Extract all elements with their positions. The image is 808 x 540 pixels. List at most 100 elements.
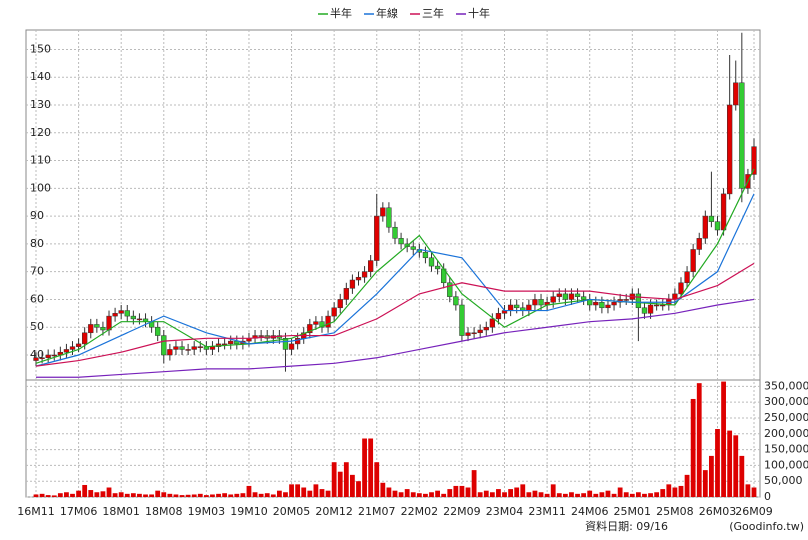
candle-body bbox=[428, 257, 435, 267]
volume-bar bbox=[642, 493, 647, 497]
x-tick-label: 22M02 bbox=[401, 505, 439, 518]
volume-bar bbox=[301, 487, 307, 497]
volume-bar bbox=[410, 492, 416, 497]
volume-bar bbox=[526, 492, 532, 497]
candle-body bbox=[33, 357, 39, 361]
volume-bar bbox=[64, 492, 69, 497]
candle-body bbox=[447, 282, 453, 297]
volume-bar bbox=[532, 490, 538, 497]
volume-bar bbox=[94, 492, 100, 497]
volume-bar bbox=[556, 493, 562, 497]
y-tick-label: 140 bbox=[30, 70, 51, 83]
candle-body bbox=[556, 293, 562, 297]
volume-bar bbox=[100, 491, 106, 497]
y-tick-label: 80 bbox=[30, 237, 44, 250]
candle-body bbox=[45, 354, 51, 359]
volume-bar bbox=[356, 481, 361, 497]
candle-body bbox=[696, 238, 702, 250]
plot-frame bbox=[25, 29, 761, 498]
volume-bar bbox=[660, 489, 666, 497]
candle-body bbox=[51, 354, 57, 357]
candle-body bbox=[532, 299, 538, 306]
volume-bar bbox=[629, 493, 635, 497]
candle-body bbox=[708, 215, 715, 222]
candle-body bbox=[155, 326, 161, 336]
volume-bar bbox=[106, 487, 112, 497]
source: (Goodinfo.tw) bbox=[729, 520, 804, 533]
y-tick-label: 110 bbox=[30, 154, 51, 167]
candle-body bbox=[562, 293, 569, 300]
volume-bar bbox=[216, 493, 221, 497]
candle-body bbox=[185, 349, 191, 351]
volume-bar bbox=[264, 493, 270, 497]
candle-body bbox=[368, 260, 374, 272]
candle-body bbox=[538, 299, 544, 306]
candle-body bbox=[197, 346, 203, 348]
volume-bar bbox=[429, 492, 434, 497]
ma-line bbox=[35, 193, 755, 367]
x-tick-label: 22M09 bbox=[443, 505, 481, 518]
y-tick-label: 50 bbox=[30, 320, 44, 333]
candle-body bbox=[471, 332, 477, 335]
volume-bar bbox=[173, 494, 179, 497]
volume-bar bbox=[331, 462, 337, 497]
candle-body bbox=[495, 313, 502, 320]
candle-body bbox=[702, 215, 708, 239]
candle-body bbox=[635, 293, 642, 309]
candle-body bbox=[751, 146, 757, 175]
volume-bar bbox=[325, 490, 331, 497]
x-tick-label: 24M06 bbox=[571, 505, 609, 518]
volume-bar bbox=[185, 494, 191, 497]
x-tick-label: 25M01 bbox=[614, 505, 652, 518]
candle-body bbox=[118, 310, 124, 314]
volume-bar bbox=[88, 490, 94, 497]
legend-label: 年線 bbox=[376, 6, 398, 20]
x-tick-label: 21M07 bbox=[358, 505, 396, 518]
volume-bar bbox=[240, 493, 246, 497]
candle-body bbox=[507, 304, 514, 311]
volume-bar bbox=[350, 474, 355, 497]
volume-bar bbox=[690, 398, 696, 497]
candle-body bbox=[714, 221, 721, 231]
volume-bar bbox=[197, 493, 203, 497]
volume-bar bbox=[295, 484, 301, 497]
candle-body bbox=[167, 349, 173, 356]
candle-body bbox=[690, 249, 696, 272]
volume-bar bbox=[435, 490, 440, 497]
volume-bar bbox=[575, 493, 580, 497]
volume-bar bbox=[684, 474, 690, 497]
legend-label: 三年 bbox=[422, 6, 444, 20]
candle-body bbox=[398, 238, 404, 245]
x-tick-label: 17M06 bbox=[60, 505, 98, 518]
candle-body bbox=[593, 301, 599, 306]
volume-bar bbox=[672, 487, 678, 497]
candle-body bbox=[337, 299, 343, 309]
y2-tick-label: 50,000 bbox=[764, 474, 803, 487]
x-tick-label: 23M04 bbox=[486, 505, 524, 518]
candle-body bbox=[580, 296, 587, 300]
candle-body bbox=[374, 215, 380, 261]
volume-bar bbox=[167, 493, 173, 497]
volume-bar bbox=[483, 490, 489, 497]
x-tick-label: 19M03 bbox=[188, 505, 226, 518]
candle-body bbox=[386, 207, 392, 228]
candle-body bbox=[179, 346, 185, 350]
volume-bar bbox=[709, 455, 714, 497]
candle-body bbox=[653, 304, 660, 307]
volume-bar bbox=[380, 482, 386, 497]
candle-body bbox=[191, 346, 197, 350]
volume-bar bbox=[502, 492, 507, 497]
volume-bar bbox=[76, 490, 81, 497]
volume-bar bbox=[130, 493, 136, 497]
candle-body bbox=[660, 304, 666, 307]
volume-bar bbox=[465, 487, 471, 497]
y-tick-label: 90 bbox=[30, 209, 44, 222]
volume-bar bbox=[228, 494, 234, 497]
volume-bar bbox=[489, 492, 495, 497]
volume-bar bbox=[508, 489, 514, 497]
volume-bar bbox=[161, 492, 167, 497]
candle-body bbox=[733, 82, 739, 106]
candle-body bbox=[465, 332, 471, 336]
candle-body bbox=[483, 326, 489, 331]
